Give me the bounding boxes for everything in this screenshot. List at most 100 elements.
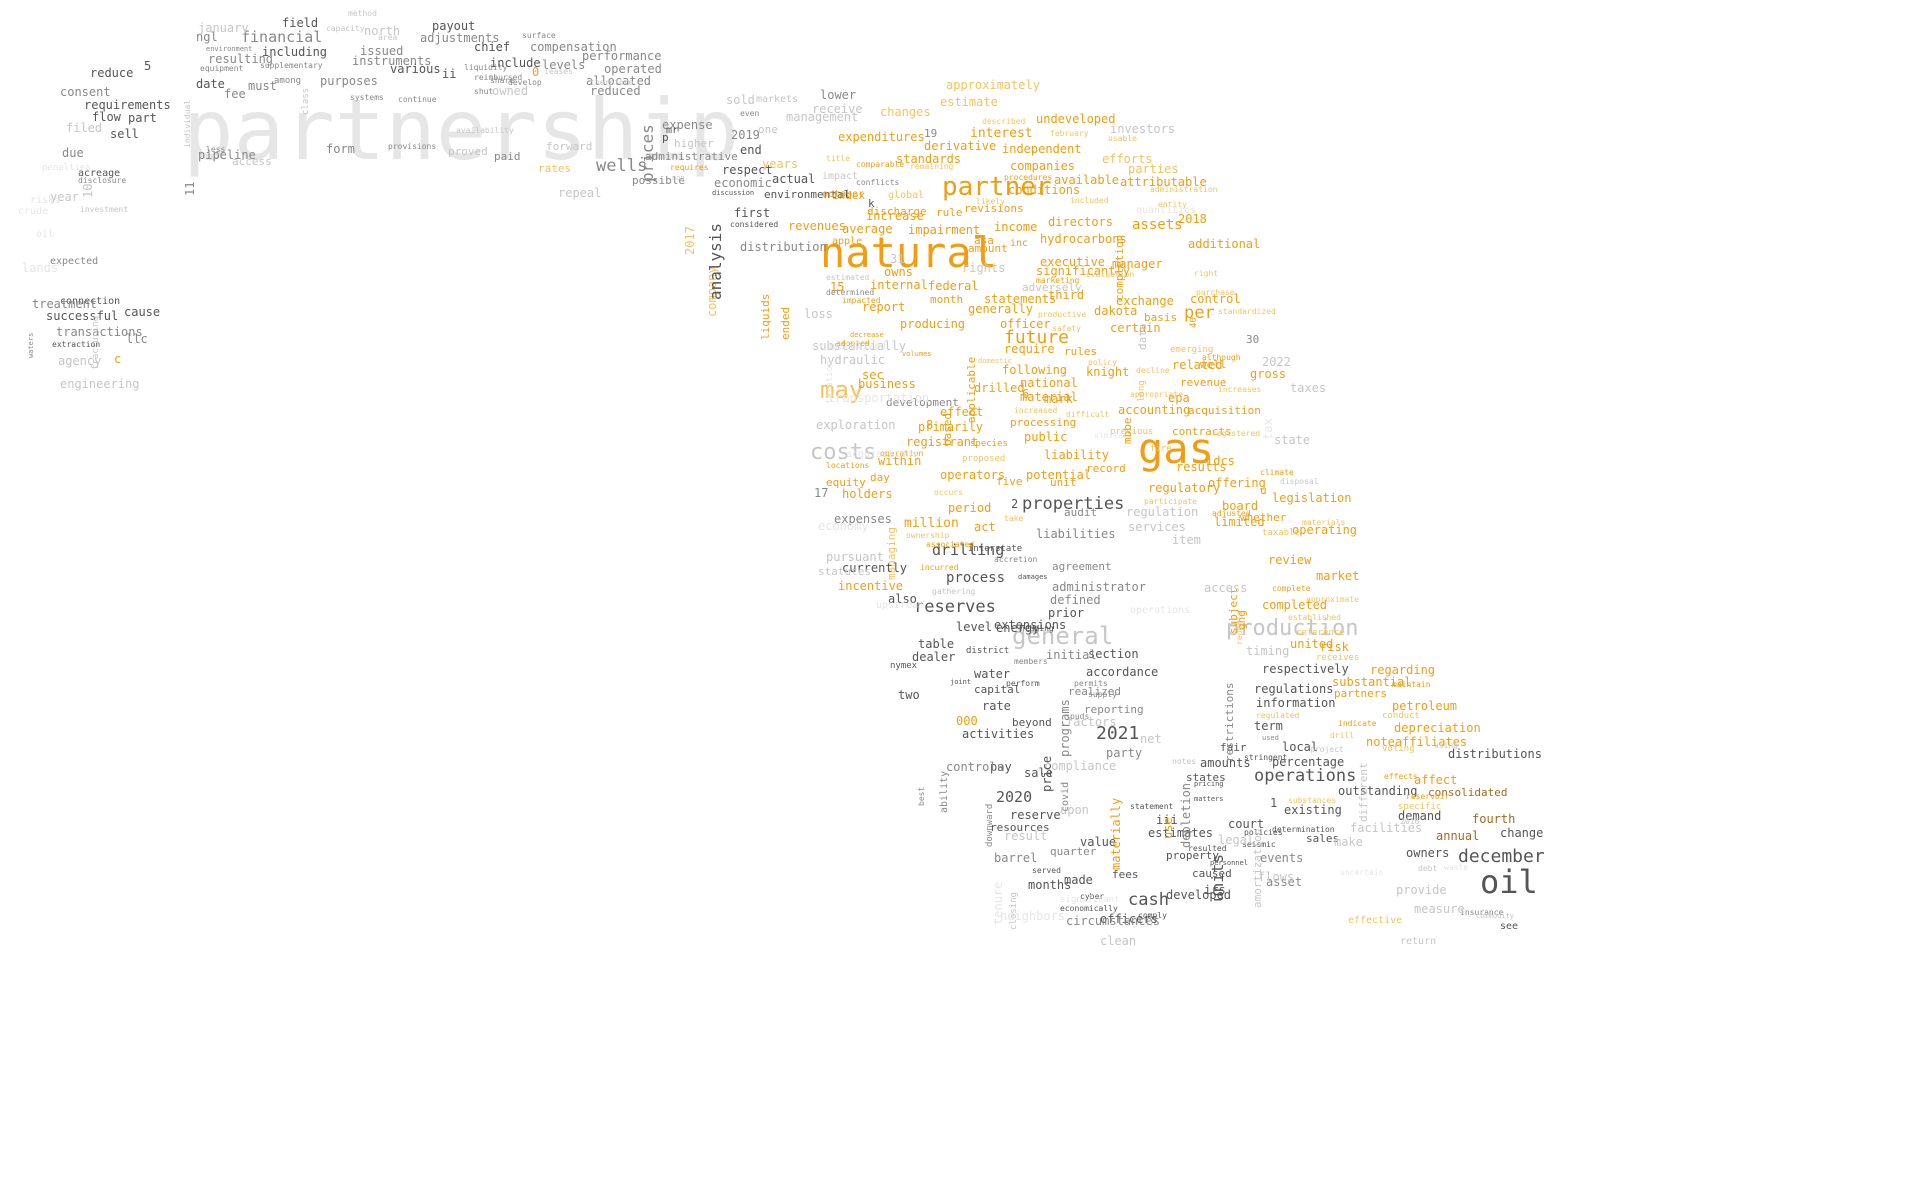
word: one — [758, 123, 778, 136]
word: perform — [1006, 679, 1040, 688]
word: compliance — [1044, 759, 1117, 773]
word: ii — [442, 67, 457, 81]
word: capital — [974, 683, 1021, 696]
word: proposed — [962, 454, 1006, 464]
word: assets — [1132, 217, 1183, 233]
word: joint — [950, 678, 972, 686]
word: affect — [1414, 773, 1458, 787]
word: reservoir — [1406, 792, 1450, 801]
word: barrel — [994, 851, 1038, 865]
word: taxation — [825, 360, 835, 404]
word: drill — [1330, 731, 1355, 740]
word: stringent — [1244, 753, 1288, 762]
word: area — [378, 33, 398, 42]
word: cyber — [1080, 892, 1105, 901]
word: asset — [1266, 875, 1303, 889]
word: record — [1086, 462, 1126, 475]
word: discharge — [867, 205, 927, 218]
word: productive — [1038, 310, 1087, 319]
word: rates — [538, 162, 572, 175]
word: mr — [666, 125, 679, 136]
word: fees — [1112, 868, 1139, 881]
word: availability — [456, 126, 514, 135]
word: increases — [1218, 385, 1262, 394]
word: water — [974, 667, 1011, 681]
word: sec — [862, 368, 884, 382]
word: pursuant — [826, 550, 884, 564]
word: policy — [1088, 358, 1117, 367]
word: see — [1500, 921, 1519, 932]
word: mark — [1044, 392, 1073, 406]
word: made — [1064, 873, 1093, 887]
word: volumes — [902, 350, 932, 358]
word: global — [888, 190, 925, 201]
word: safety — [1052, 324, 1081, 333]
word: term — [1254, 719, 1283, 733]
word: effective — [1348, 915, 1403, 926]
word: ownership — [906, 531, 950, 540]
word: long — [1137, 380, 1147, 402]
word: loss — [804, 307, 833, 321]
word: individual — [183, 99, 192, 148]
word: natural — [820, 228, 998, 277]
word: conduct — [1382, 711, 1420, 721]
word: within — [878, 454, 922, 468]
word: higher — [674, 137, 714, 150]
word: repeal — [558, 186, 602, 200]
word: change — [1500, 826, 1544, 840]
word: substances — [1288, 796, 1337, 805]
word: unit — [1050, 476, 1077, 489]
word: pay — [990, 760, 1012, 774]
word: ngl — [196, 30, 218, 44]
word: property — [1166, 849, 1219, 862]
word: disclosure — [78, 176, 127, 185]
word: legislation — [1272, 491, 1352, 505]
word: acquisition — [1188, 404, 1261, 417]
word: distribution — [740, 240, 827, 254]
word: operators — [940, 468, 1006, 482]
word: 17 — [814, 486, 829, 500]
word: fair — [1220, 741, 1247, 754]
word: penalties — [42, 163, 91, 173]
word: economy — [818, 519, 869, 533]
word: increase — [866, 209, 924, 223]
word: exchange — [1116, 294, 1174, 308]
word: gross — [1250, 367, 1287, 381]
word: internal — [870, 278, 928, 292]
word: interest — [970, 126, 1033, 141]
word: owners — [1406, 846, 1450, 860]
word: uncertain — [1340, 868, 1384, 877]
word: equity — [826, 476, 866, 489]
word: increased — [1014, 406, 1058, 415]
word: successful — [46, 309, 119, 323]
word: environment — [206, 45, 253, 53]
word: form — [326, 142, 355, 156]
word: although — [1202, 353, 1241, 362]
word: continue — [398, 95, 437, 104]
word: facilities — [1350, 821, 1423, 835]
word: project — [1310, 745, 1344, 754]
word: adopted — [836, 339, 870, 348]
word: considered — [730, 220, 779, 229]
word: changes — [880, 105, 931, 119]
word: properties — [1022, 494, 1125, 514]
word: 2022 — [1262, 355, 1291, 369]
word: february — [1050, 129, 1089, 138]
word: amounts — [1200, 756, 1251, 770]
word: impact — [822, 171, 859, 182]
word: share — [490, 76, 515, 85]
word: issued — [360, 44, 404, 58]
word: evaluation — [1086, 270, 1135, 279]
word: described — [982, 117, 1026, 126]
word: inc — [1010, 238, 1029, 249]
word: seismic — [1242, 840, 1276, 849]
word: significantly — [1036, 264, 1130, 278]
word: p — [662, 131, 669, 144]
word: limited — [1214, 515, 1265, 529]
word: registered — [1212, 429, 1261, 438]
word: systems — [350, 93, 384, 102]
word: lower — [820, 88, 857, 102]
word: court — [1228, 817, 1265, 831]
word: caused — [1192, 867, 1232, 880]
